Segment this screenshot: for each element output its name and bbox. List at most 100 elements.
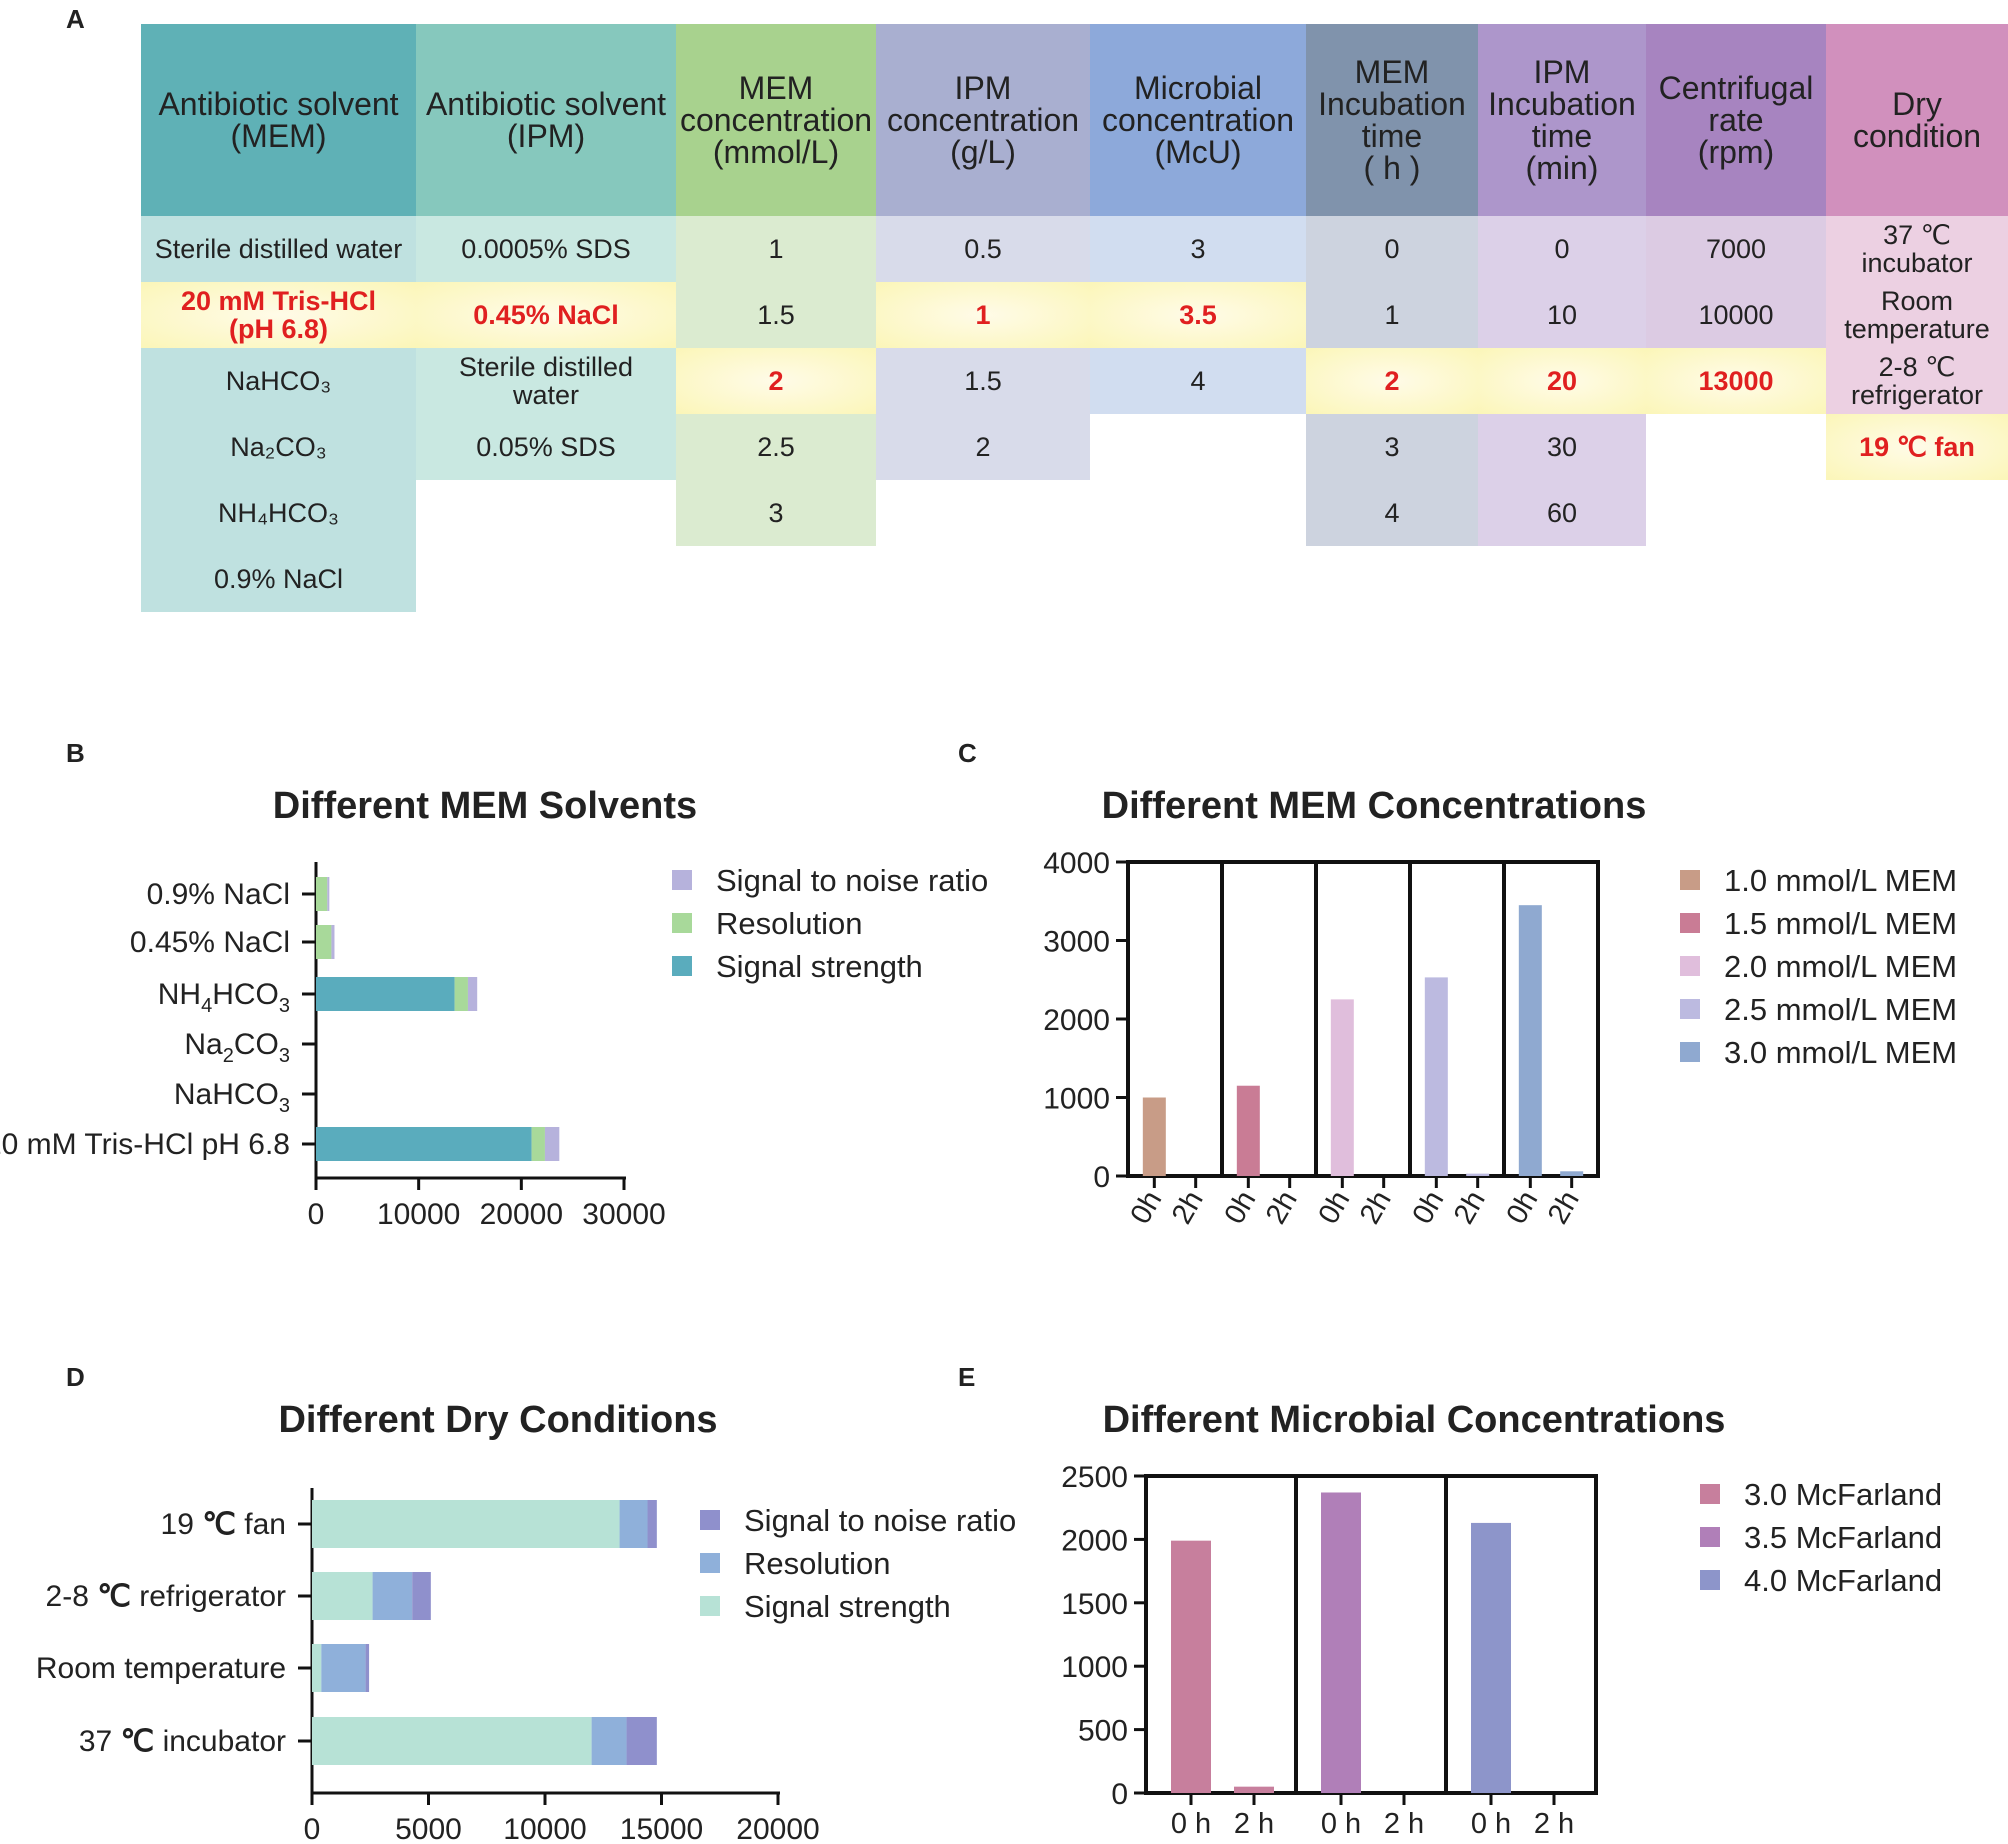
table-cell: 10000 — [1646, 282, 1826, 348]
panel-label-e: E — [958, 1362, 976, 1392]
legend-label: 3.0 McFarland — [1744, 1477, 1942, 1512]
bar-segment — [321, 1644, 366, 1692]
table-cell: 20 mM Tris-HCl (pH 6.8) — [141, 282, 416, 348]
table-header-cell: MEM concentration (mmol/L) — [676, 24, 876, 216]
bar-segment — [312, 1500, 620, 1548]
legend-swatch — [700, 1510, 720, 1530]
y-tick-label: 0 — [1093, 1161, 1110, 1194]
table-cell: 7000 — [1646, 216, 1826, 282]
bar — [1471, 1522, 1511, 1793]
bar-segment — [467, 977, 478, 1011]
table-header-cell: Centrifugal rate (rpm) — [1646, 24, 1826, 216]
table-cell: 2 — [876, 414, 1090, 480]
table-header-cell: IPM concentration (g/L) — [876, 24, 1090, 216]
bar — [1142, 1097, 1166, 1176]
x-tick-label: 0 h — [1471, 1808, 1511, 1840]
table-cell: 4 — [1306, 480, 1478, 546]
table-cell: 3 — [1090, 216, 1306, 282]
legend-swatch — [1700, 1484, 1720, 1504]
legend-swatch — [1680, 956, 1700, 976]
legend-label: Signal to noise ratio — [744, 1503, 1016, 1538]
y-tick-label: 3000 — [1043, 926, 1110, 959]
bar-segment — [327, 877, 330, 911]
y-tick-label: 4000 — [1043, 847, 1110, 880]
table-cell: 1.5 — [676, 282, 876, 348]
x-tick-label: 30000 — [582, 1198, 665, 1231]
x-tick-label: 2 h — [1384, 1808, 1424, 1840]
bar-segment — [365, 1644, 370, 1692]
x-tick-label: 0 h — [1321, 1808, 1361, 1840]
legend-label: 2.0 mmol/L MEM — [1724, 949, 1957, 984]
legend-swatch — [672, 913, 692, 933]
bar-segment — [372, 1572, 413, 1620]
table-header-cell: Antibiotic solvent (IPM) — [416, 24, 676, 216]
bar-segment — [316, 977, 455, 1011]
bar-segment — [316, 925, 332, 959]
y-tick-label: 2000 — [1043, 1004, 1110, 1037]
y-tick-label: 0 — [1111, 1778, 1128, 1811]
bar — [1518, 905, 1542, 1176]
chart-title: Different MEM Concentrations — [1102, 785, 1647, 827]
table-cell: 60 — [1478, 480, 1646, 546]
legend-label: Resolution — [716, 906, 862, 941]
legend-swatch — [1700, 1570, 1720, 1590]
category-label: 0.9% NaCl — [147, 878, 290, 911]
chart-title: Different MEM Solvents — [273, 785, 697, 827]
bar — [1560, 1171, 1584, 1176]
bar — [1330, 999, 1354, 1176]
category-label: Room temperature — [36, 1652, 286, 1685]
bar — [1234, 1786, 1274, 1793]
table-cell: 13000 — [1646, 348, 1826, 414]
bar-segment — [454, 977, 468, 1011]
plot-frame — [1144, 1474, 1598, 1795]
table-cell: 1 — [876, 282, 1090, 348]
legend-label: Signal strength — [744, 1589, 951, 1624]
panel-label-a: A — [66, 4, 85, 34]
table-cell: 19 ℃ fan — [1826, 414, 2008, 480]
category-label: 0.45% NaCl — [130, 926, 290, 959]
table-cell: Sterile distilled water — [141, 216, 416, 282]
table-cell: 2 — [676, 348, 876, 414]
y-tick-label: 500 — [1078, 1715, 1128, 1748]
bar-segment — [544, 1127, 560, 1161]
table-cell: Na₂CO₃ — [141, 414, 416, 480]
table-header-cell: MEM Incubation time ( h ) — [1306, 24, 1478, 216]
bar-segment — [331, 925, 335, 959]
category-label: 19 ℃ fan — [161, 1508, 286, 1541]
table-cell: 1 — [676, 216, 876, 282]
table-cell: Room temperature — [1826, 282, 2008, 348]
table-cell: 0 — [1478, 216, 1646, 282]
bar-segment — [591, 1717, 627, 1765]
legend-swatch — [700, 1596, 720, 1616]
legend-label: 3.0 mmol/L MEM — [1724, 1035, 1957, 1070]
table-cell: Sterile distilled water — [416, 348, 676, 414]
table-cell: 3.5 — [1090, 282, 1306, 348]
table-cell: 0.05% SDS — [416, 414, 676, 480]
table-header-cell: Antibiotic solvent (MEM) — [141, 24, 416, 216]
y-tick-label: 2000 — [1061, 1524, 1128, 1557]
x-tick-label: 2 h — [1534, 1808, 1574, 1840]
legend-label: 2.5 mmol/L MEM — [1724, 992, 1957, 1027]
bar-segment — [531, 1127, 545, 1161]
table-cell: 3 — [676, 480, 876, 546]
table-cell: 2-8 ℃ refrigerator — [1826, 348, 2008, 414]
table-cell: 37 ℃ incubator — [1826, 216, 2008, 282]
table-cell: 1.5 — [876, 348, 1090, 414]
x-tick-label: 20000 — [736, 1813, 819, 1844]
category-label: NH4HCO3 — [158, 978, 290, 1017]
bar-segment — [312, 1572, 373, 1620]
table-header-cell: Dry condition — [1826, 24, 2008, 216]
legend-swatch — [1700, 1527, 1720, 1547]
legend-label: Signal to noise ratio — [716, 863, 988, 898]
table-header-cell: Microbial concentration (McU) — [1090, 24, 1306, 216]
bar-segment — [312, 1644, 322, 1692]
x-tick-label: 0 — [308, 1198, 325, 1231]
bar — [1236, 1085, 1260, 1176]
panel-label-c: C — [958, 738, 977, 768]
bar-segment — [626, 1717, 657, 1765]
legend-swatch — [672, 870, 692, 890]
